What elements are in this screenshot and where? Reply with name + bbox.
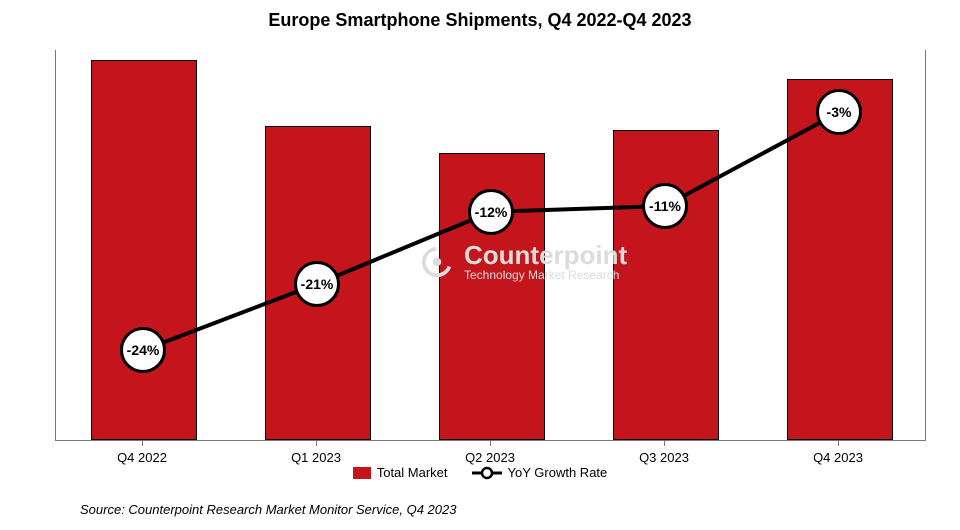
x-tick: [490, 440, 491, 446]
line-marker: -21%: [294, 261, 340, 307]
x-tick: [664, 440, 665, 446]
plot-area: -24% -21% -12% -11% -3%: [55, 50, 926, 441]
x-axis-label: Q3 2023: [639, 450, 689, 465]
bar: [91, 60, 197, 440]
source-text: Source: Counterpoint Research Market Mon…: [80, 502, 456, 517]
line-marker: -12%: [468, 189, 514, 235]
line-marker: -24%: [120, 327, 166, 373]
legend: Total Market YoY Growth Rate: [0, 465, 960, 480]
line-marker: -11%: [642, 183, 688, 229]
line-marker: -3%: [816, 89, 862, 135]
x-tick: [316, 440, 317, 446]
x-axis-label: Q1 2023: [291, 450, 341, 465]
legend-item: YoY Growth Rate: [472, 465, 608, 480]
chart-container: Europe Smartphone Shipments, Q4 2022-Q4 …: [0, 0, 960, 530]
x-tick: [838, 440, 839, 446]
legend-item: Total Market: [353, 465, 448, 480]
x-axis-label: Q4 2022: [117, 450, 167, 465]
bar: [613, 130, 719, 440]
legend-swatch-line: [472, 466, 502, 480]
x-axis-label: Q4 2023: [813, 450, 863, 465]
legend-label: YoY Growth Rate: [508, 465, 608, 480]
legend-swatch-bar: [353, 467, 371, 479]
x-tick: [142, 440, 143, 446]
legend-label: Total Market: [377, 465, 448, 480]
chart-title: Europe Smartphone Shipments, Q4 2022-Q4 …: [0, 10, 960, 31]
x-axis-label: Q2 2023: [465, 450, 515, 465]
